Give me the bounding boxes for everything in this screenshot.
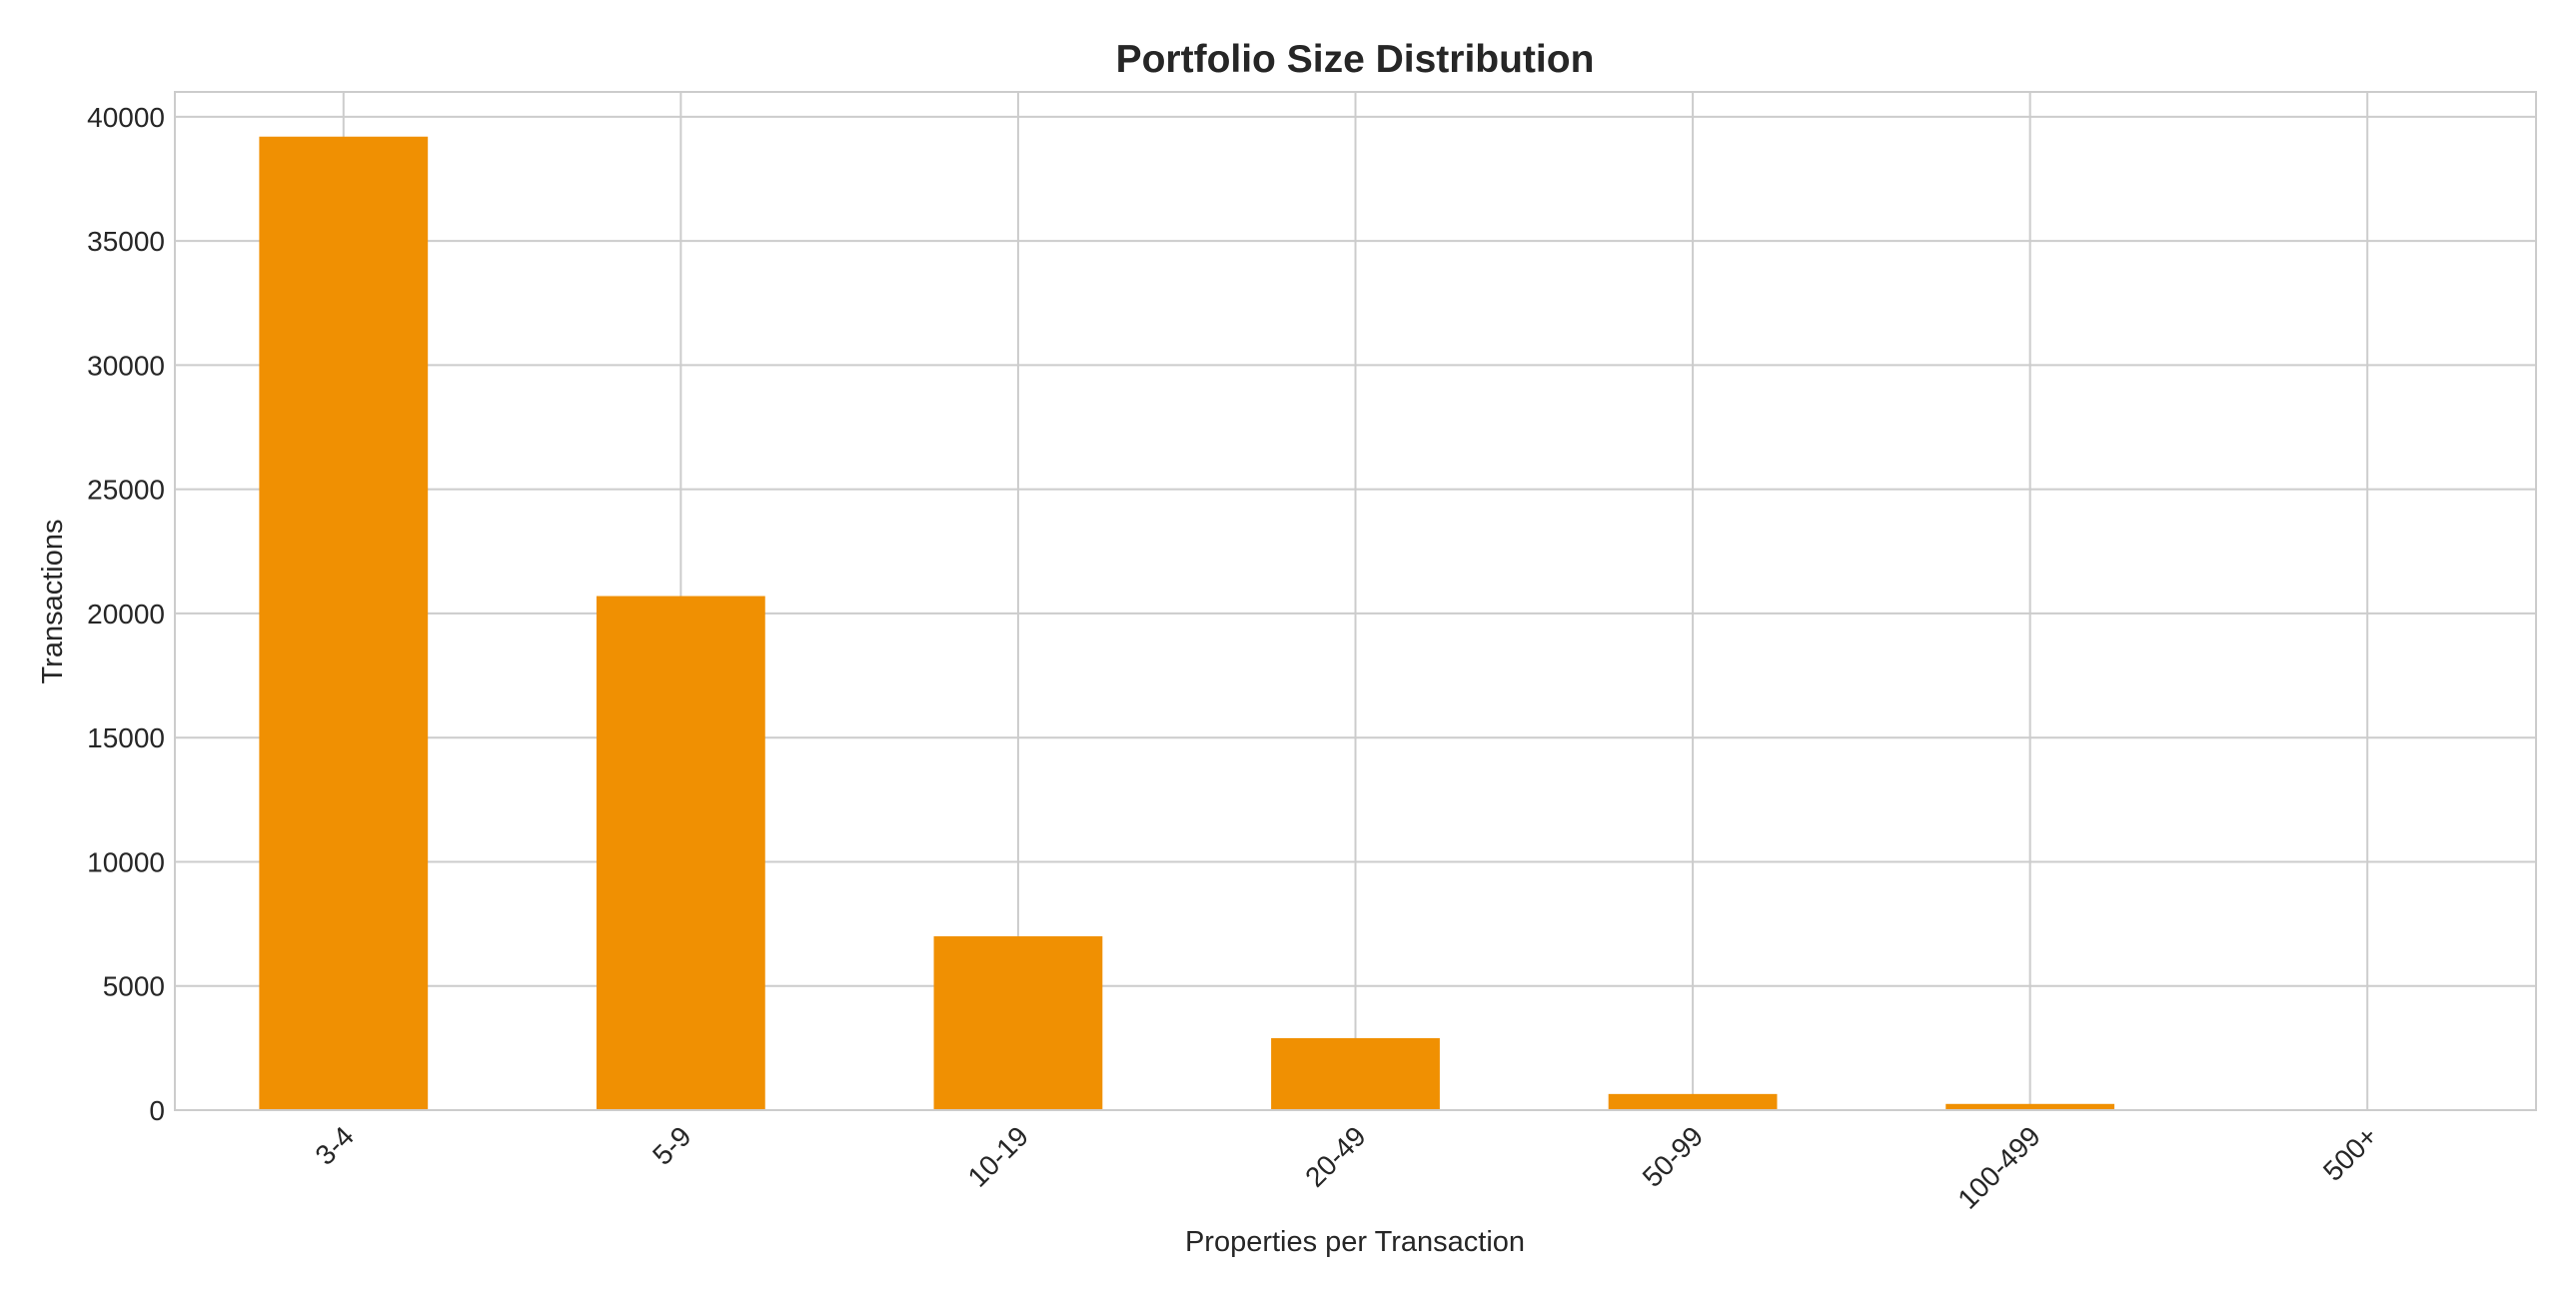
y-tick-label: 10000 (87, 846, 165, 877)
bar-10-19 (933, 936, 1103, 1110)
y-tick-label: 0 (149, 1095, 165, 1126)
y-tick-label: 15000 (87, 722, 165, 753)
y-tick-label: 25000 (87, 475, 165, 506)
chart-title: Portfolio Size Distribution (1116, 38, 1595, 81)
x-axis-label: Properties per Transaction (1185, 1226, 1525, 1258)
y-tick-labels: 0 5000 10000 15000 20000 25000 30000 35000 40000 (87, 102, 165, 1126)
bar-50-99 (1608, 1093, 1778, 1110)
bar-5-9 (596, 596, 765, 1110)
y-axis-label: Transactions (37, 520, 69, 684)
y-tick-label: 5000 (103, 971, 165, 1002)
y-tick-label: 35000 (87, 226, 165, 257)
bar-3-4 (259, 136, 429, 1111)
bars-layer (259, 136, 2452, 1111)
y-tick-label: 40000 (87, 102, 165, 133)
bar-100-499 (1945, 1103, 2115, 1110)
plot-frame (174, 91, 2537, 1111)
y-tick-label: 30000 (87, 350, 165, 381)
bar-20-49 (1271, 1037, 1440, 1110)
y-tick-label: 20000 (87, 599, 165, 630)
